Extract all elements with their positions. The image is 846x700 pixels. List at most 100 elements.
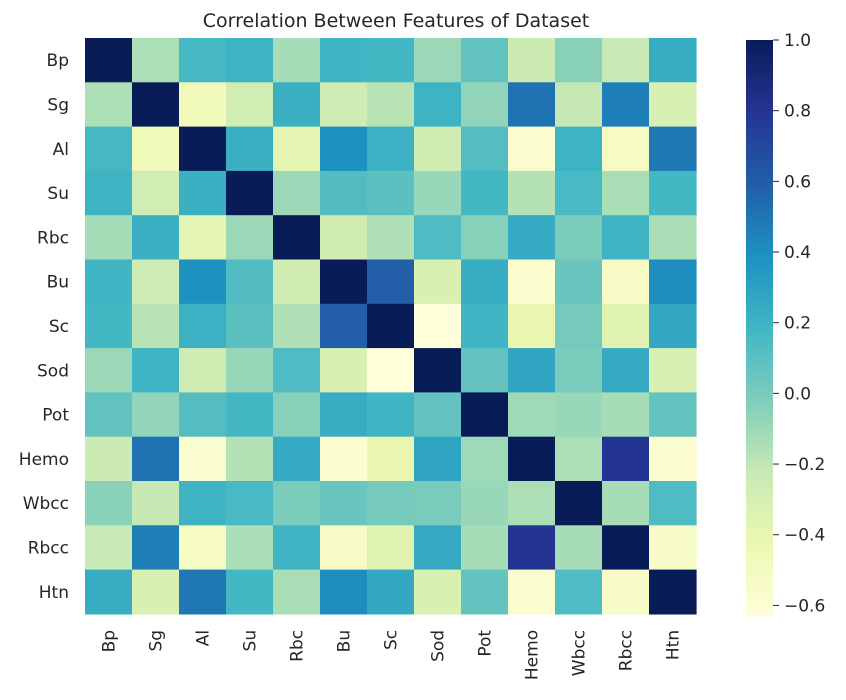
- heatmap-cell-al-rbcc: [602, 126, 650, 172]
- heatmap-cell-bp-al: [179, 38, 227, 83]
- heatmap-cell-hemo-al: [179, 436, 227, 482]
- heatmap-cell-rbc-sc: [367, 215, 415, 261]
- heatmap-cell-al-rbc: [273, 126, 321, 172]
- row-label-wbcc: Wbcc: [23, 494, 69, 514]
- heatmap-cell-wbcc-hemo: [508, 481, 556, 526]
- heatmap-cell-bu-pot: [461, 259, 509, 305]
- heatmap-cell-rbc-htn: [649, 215, 697, 261]
- heatmap-cell-pot-bp: [85, 392, 133, 438]
- heatmap-cell-sod-htn: [649, 348, 697, 393]
- heatmap-cell-rbcc-rbc: [273, 525, 321, 571]
- heatmap-cell-sg-sod: [414, 82, 462, 128]
- heatmap-cell-sg-bu: [320, 82, 368, 128]
- heatmap-cell-al-sg: [132, 126, 180, 172]
- heatmap-cell-sg-sg: [132, 82, 180, 128]
- heatmap-cell-bu-sod: [414, 259, 462, 305]
- heatmap-cell-bu-rbc: [273, 259, 321, 305]
- heatmap-cell-bp-sg: [132, 38, 180, 83]
- colorbar-tick-label: 0.4: [784, 243, 811, 263]
- heatmap-cell-sc-pot: [461, 303, 509, 349]
- heatmap-cell-sc-sod: [414, 303, 462, 349]
- heatmap-cell-sc-hemo: [508, 303, 556, 349]
- row-label-pot: Pot: [42, 406, 69, 426]
- heatmap-cell-su-su: [226, 170, 274, 216]
- heatmap-cell-bu-sc: [367, 259, 415, 305]
- heatmap-cell-htn-wbcc: [555, 569, 603, 615]
- column-label-htn: Htn: [664, 630, 684, 660]
- heatmap-cell-rbcc-sc: [367, 525, 415, 571]
- heatmap-cell-wbcc-su: [226, 481, 274, 526]
- heatmap-cell-su-bu: [320, 170, 368, 216]
- heatmap-cell-pot-rbc: [273, 392, 321, 438]
- heatmap-cell-hemo-bu: [320, 436, 368, 482]
- heatmap-cell-sc-rbcc: [602, 303, 650, 349]
- heatmap-cell-pot-hemo: [508, 392, 556, 438]
- heatmap-cell-hemo-bp: [85, 436, 133, 482]
- heatmap-cell-sg-pot: [461, 82, 509, 128]
- heatmap-cell-su-pot: [461, 170, 509, 216]
- colorbar-tick-label: −0.2: [784, 455, 825, 475]
- heatmap-cell-pot-pot: [461, 392, 509, 438]
- heatmap-cell-sg-wbcc: [555, 82, 603, 128]
- column-label-rbcc: Rbcc: [617, 630, 637, 671]
- row-label-sod: Sod: [37, 361, 69, 381]
- column-label-rbc: Rbc: [288, 630, 308, 662]
- heatmap-cell-pot-wbcc: [555, 392, 603, 438]
- heatmap-cell-bp-hemo: [508, 38, 556, 83]
- heatmap-cell-sod-hemo: [508, 348, 556, 393]
- heatmap-cell-sod-bu: [320, 348, 368, 393]
- heatmap-cell-wbcc-rbc: [273, 481, 321, 526]
- heatmap-cell-bp-rbcc: [602, 38, 650, 83]
- heatmap-cell-sg-rbcc: [602, 82, 650, 128]
- heatmap-cell-sg-bp: [85, 82, 133, 128]
- colorbar-ticks: 1.0 0.8 0.6 0.4 0.2 0.0 −0.2 −0.4 −0.6: [773, 31, 825, 616]
- colorbar-tick-label: −0.4: [784, 526, 825, 546]
- heatmap-cell-bp-bp: [85, 38, 133, 83]
- heatmap-cell-wbcc-rbcc: [602, 481, 650, 526]
- heatmap-cell-su-hemo: [508, 170, 556, 216]
- heatmap-cell-rbc-pot: [461, 215, 509, 261]
- heatmap-cell-htn-bu: [320, 569, 368, 615]
- heatmap-cell-sc-rbc: [273, 303, 321, 349]
- heatmap-cell-su-sc: [367, 170, 415, 216]
- heatmap-cell-pot-sc: [367, 392, 415, 438]
- heatmap-cell-su-sg: [132, 170, 180, 216]
- heatmap-cell-wbcc-sc: [367, 481, 415, 526]
- row-labels: Bp Sg Al Su Rbc Bu Sc Sod Pot Hemo Wbcc Rbcc Htn: [19, 51, 70, 603]
- heatmap-cell-rbc-bu: [320, 215, 368, 261]
- colorbar-tick-label: 0.0: [784, 384, 811, 404]
- heatmap-cell-bp-su: [226, 38, 274, 83]
- heatmap-cell-bp-rbc: [273, 38, 321, 83]
- colorbar-tick-label: 0.6: [784, 172, 811, 192]
- heatmap-cell-su-bp: [85, 170, 133, 216]
- heatmap-cell-wbcc-sg: [132, 481, 180, 526]
- heatmap-cell-bu-su: [226, 259, 274, 305]
- heatmap-cell-htn-sod: [414, 569, 462, 615]
- heatmap-cell-bp-pot: [461, 38, 509, 83]
- heatmap-cell-bp-wbcc: [555, 38, 603, 83]
- heatmap-cell-rbc-bp: [85, 215, 133, 261]
- heatmap-cell-bp-htn: [649, 38, 697, 83]
- heatmap-cell-bu-wbcc: [555, 259, 603, 305]
- heatmap-cell-wbcc-wbcc: [555, 481, 603, 526]
- heatmap-cell-sod-pot: [461, 348, 509, 393]
- heatmap-cell-htn-pot: [461, 569, 509, 615]
- heatmap-cell-su-rbcc: [602, 170, 650, 216]
- heatmap-cell-al-bp: [85, 126, 133, 172]
- chart-title: Correlation Between Features of Dataset: [203, 10, 589, 32]
- heatmap-cell-rbcc-sg: [132, 525, 180, 571]
- heatmap-cell-sg-sc: [367, 82, 415, 128]
- heatmap-cell-hemo-wbcc: [555, 436, 603, 482]
- heatmap-cell-wbcc-bu: [320, 481, 368, 526]
- heatmap-cell-al-wbcc: [555, 126, 603, 172]
- row-label-rbc: Rbc: [37, 228, 69, 248]
- heatmap-cell-bu-htn: [649, 259, 697, 305]
- heatmap-cell-pot-htn: [649, 392, 697, 438]
- heatmap-cell-al-sod: [414, 126, 462, 172]
- heatmap-cell-al-al: [179, 126, 227, 172]
- heatmap-cell-sg-rbc: [273, 82, 321, 128]
- heatmap-cell-su-rbc: [273, 170, 321, 216]
- heatmap-cell-hemo-sg: [132, 436, 180, 482]
- column-label-sod: Sod: [429, 630, 449, 662]
- heatmap-cell-bu-rbcc: [602, 259, 650, 305]
